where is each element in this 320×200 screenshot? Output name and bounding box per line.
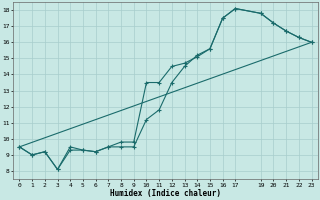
X-axis label: Humidex (Indice chaleur): Humidex (Indice chaleur) [110, 189, 221, 198]
